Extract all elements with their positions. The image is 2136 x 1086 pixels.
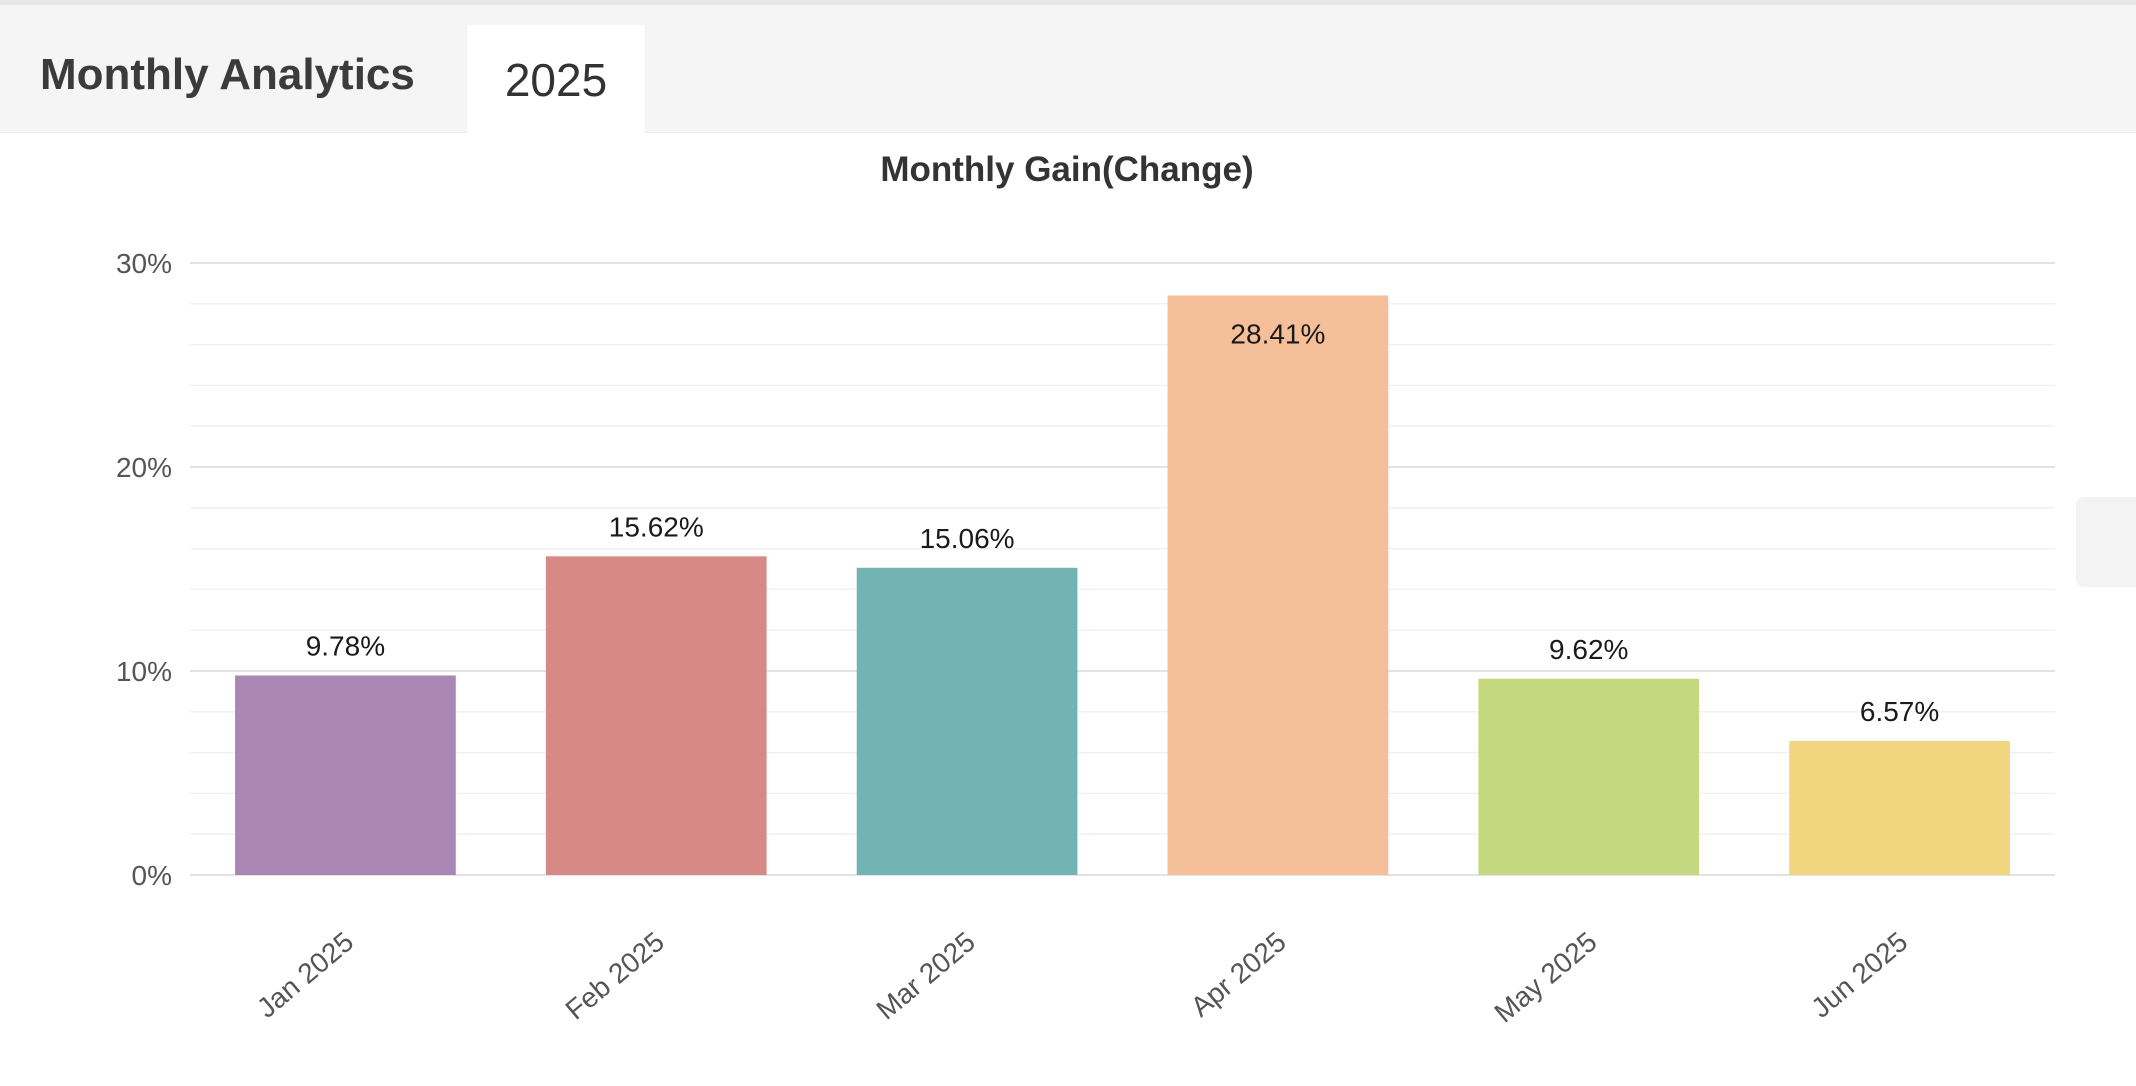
tab-year[interactable]: 2025: [467, 25, 645, 138]
x-tick-label: Feb 2025: [560, 926, 671, 1026]
chart-title: Monthly Gain(Change): [880, 150, 1253, 189]
x-axis: Jan 2025 Feb 2025 Mar 2025 Apr 2025 May 2025…: [251, 926, 1913, 1029]
bar-apr-2025[interactable]: [1167, 295, 1389, 875]
page-title: Monthly Analytics: [40, 50, 415, 99]
data-label: 28.41%: [1230, 318, 1325, 349]
y-tick-label: 10%: [116, 656, 172, 687]
x-tick-label: Apr 2025: [1185, 926, 1292, 1023]
bar-jan-2025[interactable]: [235, 675, 456, 875]
data-label: 15.62%: [609, 511, 704, 542]
top-border: [0, 0, 2136, 5]
data-label: 9.78%: [306, 630, 385, 661]
data-label: 6.57%: [1860, 696, 1939, 727]
bar-chart: Monthly Gain(Change) 0% 10% 20% 30% 9.78% 15…: [116, 150, 2055, 1029]
data-label: 15.06%: [920, 523, 1015, 554]
bar-may-2025[interactable]: [1478, 678, 1700, 875]
x-tick-label: May 2025: [1488, 926, 1602, 1029]
side-panel-handle[interactable]: [2076, 497, 2136, 587]
y-axis: 0% 10% 20% 30%: [116, 248, 172, 891]
data-label: 9.62%: [1549, 634, 1628, 665]
chart-container: Monthly Gain(Change) 0% 10% 20% 30% 9.78% 15…: [0, 133, 2136, 1086]
y-tick-label: 20%: [116, 452, 172, 483]
data-labels: 9.78% 15.62% 15.06% 28.41% 9.62% 6.57%: [306, 318, 1940, 727]
y-tick-label: 0%: [132, 860, 172, 891]
y-tick-label: 30%: [116, 248, 172, 279]
x-tick-label: Jun 2025: [1805, 926, 1913, 1024]
bar-jun-2025[interactable]: [1789, 740, 2010, 875]
bar-feb-2025[interactable]: [545, 556, 767, 875]
x-tick-label: Jan 2025: [251, 926, 359, 1024]
header-bar: Monthly Analytics 2025: [0, 5, 2136, 138]
x-tick-label: Mar 2025: [870, 926, 981, 1026]
bars: [235, 295, 2010, 875]
gridlines: [190, 262, 2055, 876]
bar-mar-2025[interactable]: [856, 567, 1078, 875]
